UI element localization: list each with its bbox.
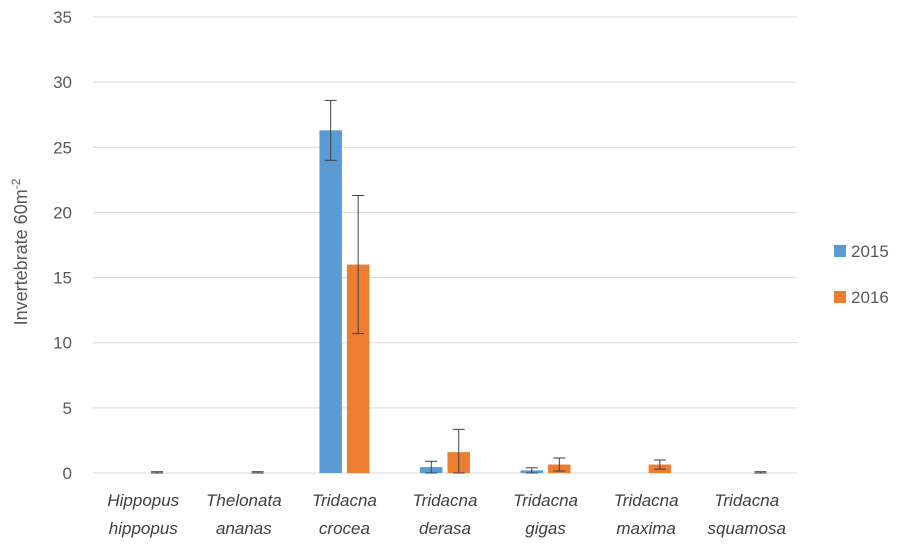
error-bar-2016: [553, 457, 566, 472]
error-bar-2015: [324, 99, 337, 161]
legend-item-2016: 2016: [834, 288, 889, 307]
legend-label: 2016: [851, 288, 889, 307]
x-category-label: maxima: [616, 519, 676, 538]
bar-2016: [346, 264, 370, 473]
y-tick-label: 35: [53, 8, 72, 27]
bar-2015: [319, 130, 342, 473]
x-category-label: crocea: [319, 519, 370, 538]
y-tick-label: 20: [53, 203, 72, 222]
x-category-label: Tridacna: [614, 491, 679, 510]
gridlines: [93, 16, 797, 474]
error-bar-2016: [754, 471, 767, 474]
x-category-label: ananas: [216, 519, 272, 538]
error-bar-2015: [525, 467, 538, 474]
legend-label: 2015: [851, 242, 889, 261]
y-tick-label: 5: [63, 399, 72, 418]
y-axis-ticks: 0 5 10 15 20 25 30 35: [53, 8, 72, 483]
x-category-label: derasa: [419, 519, 471, 538]
legend: 2015 2016: [834, 242, 889, 307]
error-bar-2015: [425, 460, 438, 474]
x-category-label: hippopus: [109, 519, 179, 538]
y-axis-title: Invertebrate 60m-2: [9, 178, 31, 325]
y-tick-label: 10: [53, 334, 72, 353]
x-category-label: Tridacna: [714, 491, 779, 510]
bars: [319, 130, 672, 473]
error-bar-2016: [653, 459, 666, 470]
x-axis-categories: Hippopus hippopus Thelonata ananas Tridacna c…: [107, 491, 786, 538]
y-tick-label: 15: [53, 269, 72, 288]
error-bars: [151, 99, 767, 474]
x-category-label: Thelonata: [206, 491, 282, 510]
error-bar-2016: [352, 194, 365, 335]
y-tick-label: 30: [53, 73, 72, 92]
legend-item-2015: 2015: [834, 242, 889, 261]
error-bar-2016: [251, 471, 264, 474]
error-bar-2016: [151, 471, 164, 474]
x-category-label: Tridacna: [312, 491, 377, 510]
error-bar-2016: [452, 428, 465, 474]
x-category-label: Hippopus: [107, 491, 179, 510]
legend-swatch: [834, 245, 846, 257]
y-tick-label: 25: [53, 138, 72, 157]
y-tick-label: 0: [63, 464, 72, 483]
x-category-label: squamosa: [707, 519, 785, 538]
x-category-label: gigas: [525, 519, 566, 538]
x-category-label: Tridacna: [413, 491, 478, 510]
legend-swatch: [834, 291, 846, 303]
x-category-label: Tridacna: [513, 491, 578, 510]
